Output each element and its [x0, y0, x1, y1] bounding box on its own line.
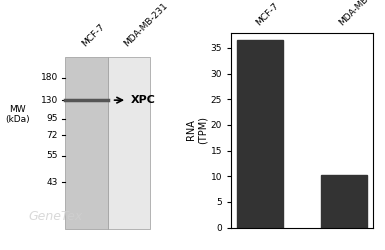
Text: 72: 72 — [46, 130, 58, 140]
Text: XPC: XPC — [131, 95, 156, 105]
FancyBboxPatch shape — [108, 57, 150, 229]
Bar — [321, 175, 367, 228]
Text: 95: 95 — [46, 114, 58, 123]
Text: 55: 55 — [46, 151, 58, 160]
Text: 180: 180 — [40, 73, 58, 82]
Text: MDA-MB-231: MDA-MB-231 — [122, 2, 170, 49]
FancyBboxPatch shape — [65, 57, 108, 229]
Text: 130: 130 — [40, 96, 58, 105]
Y-axis label: RNA
(TPM): RNA (TPM) — [186, 116, 208, 144]
Bar — [238, 40, 283, 228]
Text: 43: 43 — [46, 178, 58, 187]
Text: MCF-7: MCF-7 — [80, 23, 107, 49]
Text: GeneTex: GeneTex — [29, 210, 83, 224]
Text: MW
(kDa): MW (kDa) — [5, 105, 30, 124]
